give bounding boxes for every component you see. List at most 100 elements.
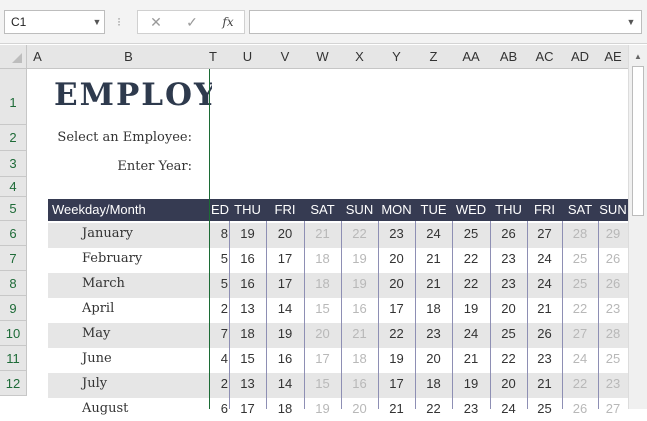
day-cell[interactable]: 22 [572, 301, 588, 316]
day-cell[interactable]: 25 [463, 226, 479, 241]
day-cell[interactable]: 18 [426, 376, 441, 391]
day-cell[interactable]: 20 [426, 351, 441, 366]
day-cell[interactable]: 16 [277, 351, 293, 366]
day-cell[interactable]: 7 [220, 326, 228, 341]
column-header-v[interactable]: V [266, 45, 305, 69]
chevron-down-icon[interactable]: ▼ [92, 17, 102, 27]
day-cell[interactable]: 23 [389, 226, 404, 241]
day-cell[interactable]: 23 [605, 301, 621, 316]
day-cell[interactable]: 18 [315, 251, 330, 266]
day-cell[interactable]: 26 [501, 226, 516, 241]
day-cell[interactable]: 22 [501, 351, 516, 366]
day-cell[interactable]: 17 [277, 251, 293, 266]
row-header-8[interactable]: 8 [0, 271, 27, 296]
day-cell[interactable]: 25 [605, 351, 621, 366]
day-cell[interactable]: 20 [389, 276, 404, 291]
day-cell[interactable]: 19 [352, 276, 367, 291]
day-cell[interactable]: 8 [220, 226, 228, 241]
day-cell[interactable]: 21 [315, 226, 330, 241]
day-cell[interactable]: 20 [389, 251, 404, 266]
day-cell[interactable]: 20 [277, 226, 293, 241]
day-cell[interactable]: 24 [537, 251, 552, 266]
day-cell[interactable]: 19 [352, 251, 367, 266]
day-cell[interactable]: 22 [463, 251, 479, 266]
day-cell[interactable]: 2 [220, 376, 228, 391]
day-cell[interactable]: 13 [240, 376, 255, 391]
column-header-z[interactable]: Z [415, 45, 453, 69]
day-cell[interactable]: 26 [537, 326, 552, 341]
formula-input[interactable]: ▼ [249, 10, 642, 34]
row-header-1[interactable]: 1 [0, 69, 27, 125]
day-cell[interactable]: 22 [389, 326, 404, 341]
day-cell[interactable]: 13 [240, 301, 255, 316]
day-cell[interactable]: 25 [501, 326, 516, 341]
scrollbar-thumb[interactable] [632, 66, 644, 216]
vertical-scrollbar[interactable]: ▲ [628, 45, 647, 409]
day-cell[interactable]: 19 [463, 301, 479, 316]
column-header-b[interactable]: B [48, 45, 210, 69]
day-cell[interactable]: 23 [537, 351, 552, 366]
day-cell[interactable]: 5 [220, 276, 228, 291]
day-cell[interactable]: 18 [315, 276, 330, 291]
row-header-11[interactable]: 11 [0, 346, 27, 371]
day-cell[interactable]: 19 [240, 226, 255, 241]
enter-icon[interactable]: ✓ [186, 14, 198, 30]
column-header-u[interactable]: U [229, 45, 267, 69]
day-cell[interactable]: 17 [315, 351, 330, 366]
row-header-7[interactable]: 7 [0, 246, 27, 271]
day-cell[interactable]: 16 [352, 376, 367, 391]
day-cell[interactable]: 16 [352, 301, 367, 316]
day-cell[interactable]: 16 [240, 276, 255, 291]
day-cell[interactable]: 20 [315, 326, 330, 341]
day-cell[interactable]: 21 [352, 326, 367, 341]
day-cell[interactable]: 28 [605, 326, 621, 341]
day-cell[interactable]: 24 [463, 326, 479, 341]
day-cell[interactable]: 14 [277, 376, 293, 391]
day-cell[interactable]: 4 [220, 351, 228, 366]
column-header-ac[interactable]: AC [527, 45, 563, 69]
day-cell[interactable]: 25 [572, 251, 588, 266]
day-cell[interactable]: 29 [605, 226, 621, 241]
name-box[interactable]: C1 [4, 10, 105, 34]
day-cell[interactable]: 17 [277, 276, 293, 291]
day-cell[interactable]: 20 [501, 376, 516, 391]
day-cell[interactable]: 21 [463, 351, 479, 366]
day-cell[interactable]: 25 [572, 276, 588, 291]
day-cell[interactable]: 5 [220, 251, 228, 266]
day-cell[interactable]: 28 [572, 226, 588, 241]
expand-formula-bar-icon[interactable]: ▼ [626, 17, 636, 27]
day-cell[interactable]: 22 [572, 376, 588, 391]
day-cell[interactable]: 21 [426, 276, 441, 291]
day-cell[interactable]: 15 [240, 351, 255, 366]
day-cell[interactable]: 18 [240, 326, 255, 341]
day-cell[interactable]: 17 [389, 376, 404, 391]
day-cell[interactable]: 23 [501, 251, 516, 266]
day-cell[interactable]: 26 [605, 251, 621, 266]
day-cell[interactable]: 22 [463, 276, 479, 291]
day-cell[interactable]: 21 [537, 301, 552, 316]
day-cell[interactable]: 19 [463, 376, 479, 391]
column-header-t[interactable]: T [209, 45, 230, 69]
column-header-ad[interactable]: AD [562, 45, 599, 69]
day-cell[interactable]: 21 [537, 376, 552, 391]
day-cell[interactable]: 26 [605, 276, 621, 291]
insert-function-icon[interactable]: fx [222, 15, 234, 29]
day-cell[interactable]: 16 [240, 251, 255, 266]
day-cell[interactable]: 22 [352, 226, 367, 241]
day-cell[interactable]: 24 [572, 351, 588, 366]
column-header-x[interactable]: X [341, 45, 379, 69]
row-header-12[interactable]: 12 [0, 371, 27, 396]
column-header-w[interactable]: W [304, 45, 342, 69]
day-cell[interactable]: 24 [537, 276, 552, 291]
row-header-4[interactable]: 4 [0, 177, 27, 197]
column-header-a[interactable]: A [27, 45, 49, 69]
day-cell[interactable]: 24 [426, 226, 441, 241]
scroll-up-icon[interactable]: ▲ [634, 52, 642, 61]
row-header-2[interactable]: 2 [0, 125, 27, 151]
row-header-6[interactable]: 6 [0, 221, 27, 246]
row-header-3[interactable]: 3 [0, 151, 27, 177]
row-header-9[interactable]: 9 [0, 296, 27, 321]
day-cell[interactable]: 20 [501, 301, 516, 316]
day-cell[interactable]: 21 [426, 251, 441, 266]
day-cell[interactable]: 17 [389, 301, 404, 316]
